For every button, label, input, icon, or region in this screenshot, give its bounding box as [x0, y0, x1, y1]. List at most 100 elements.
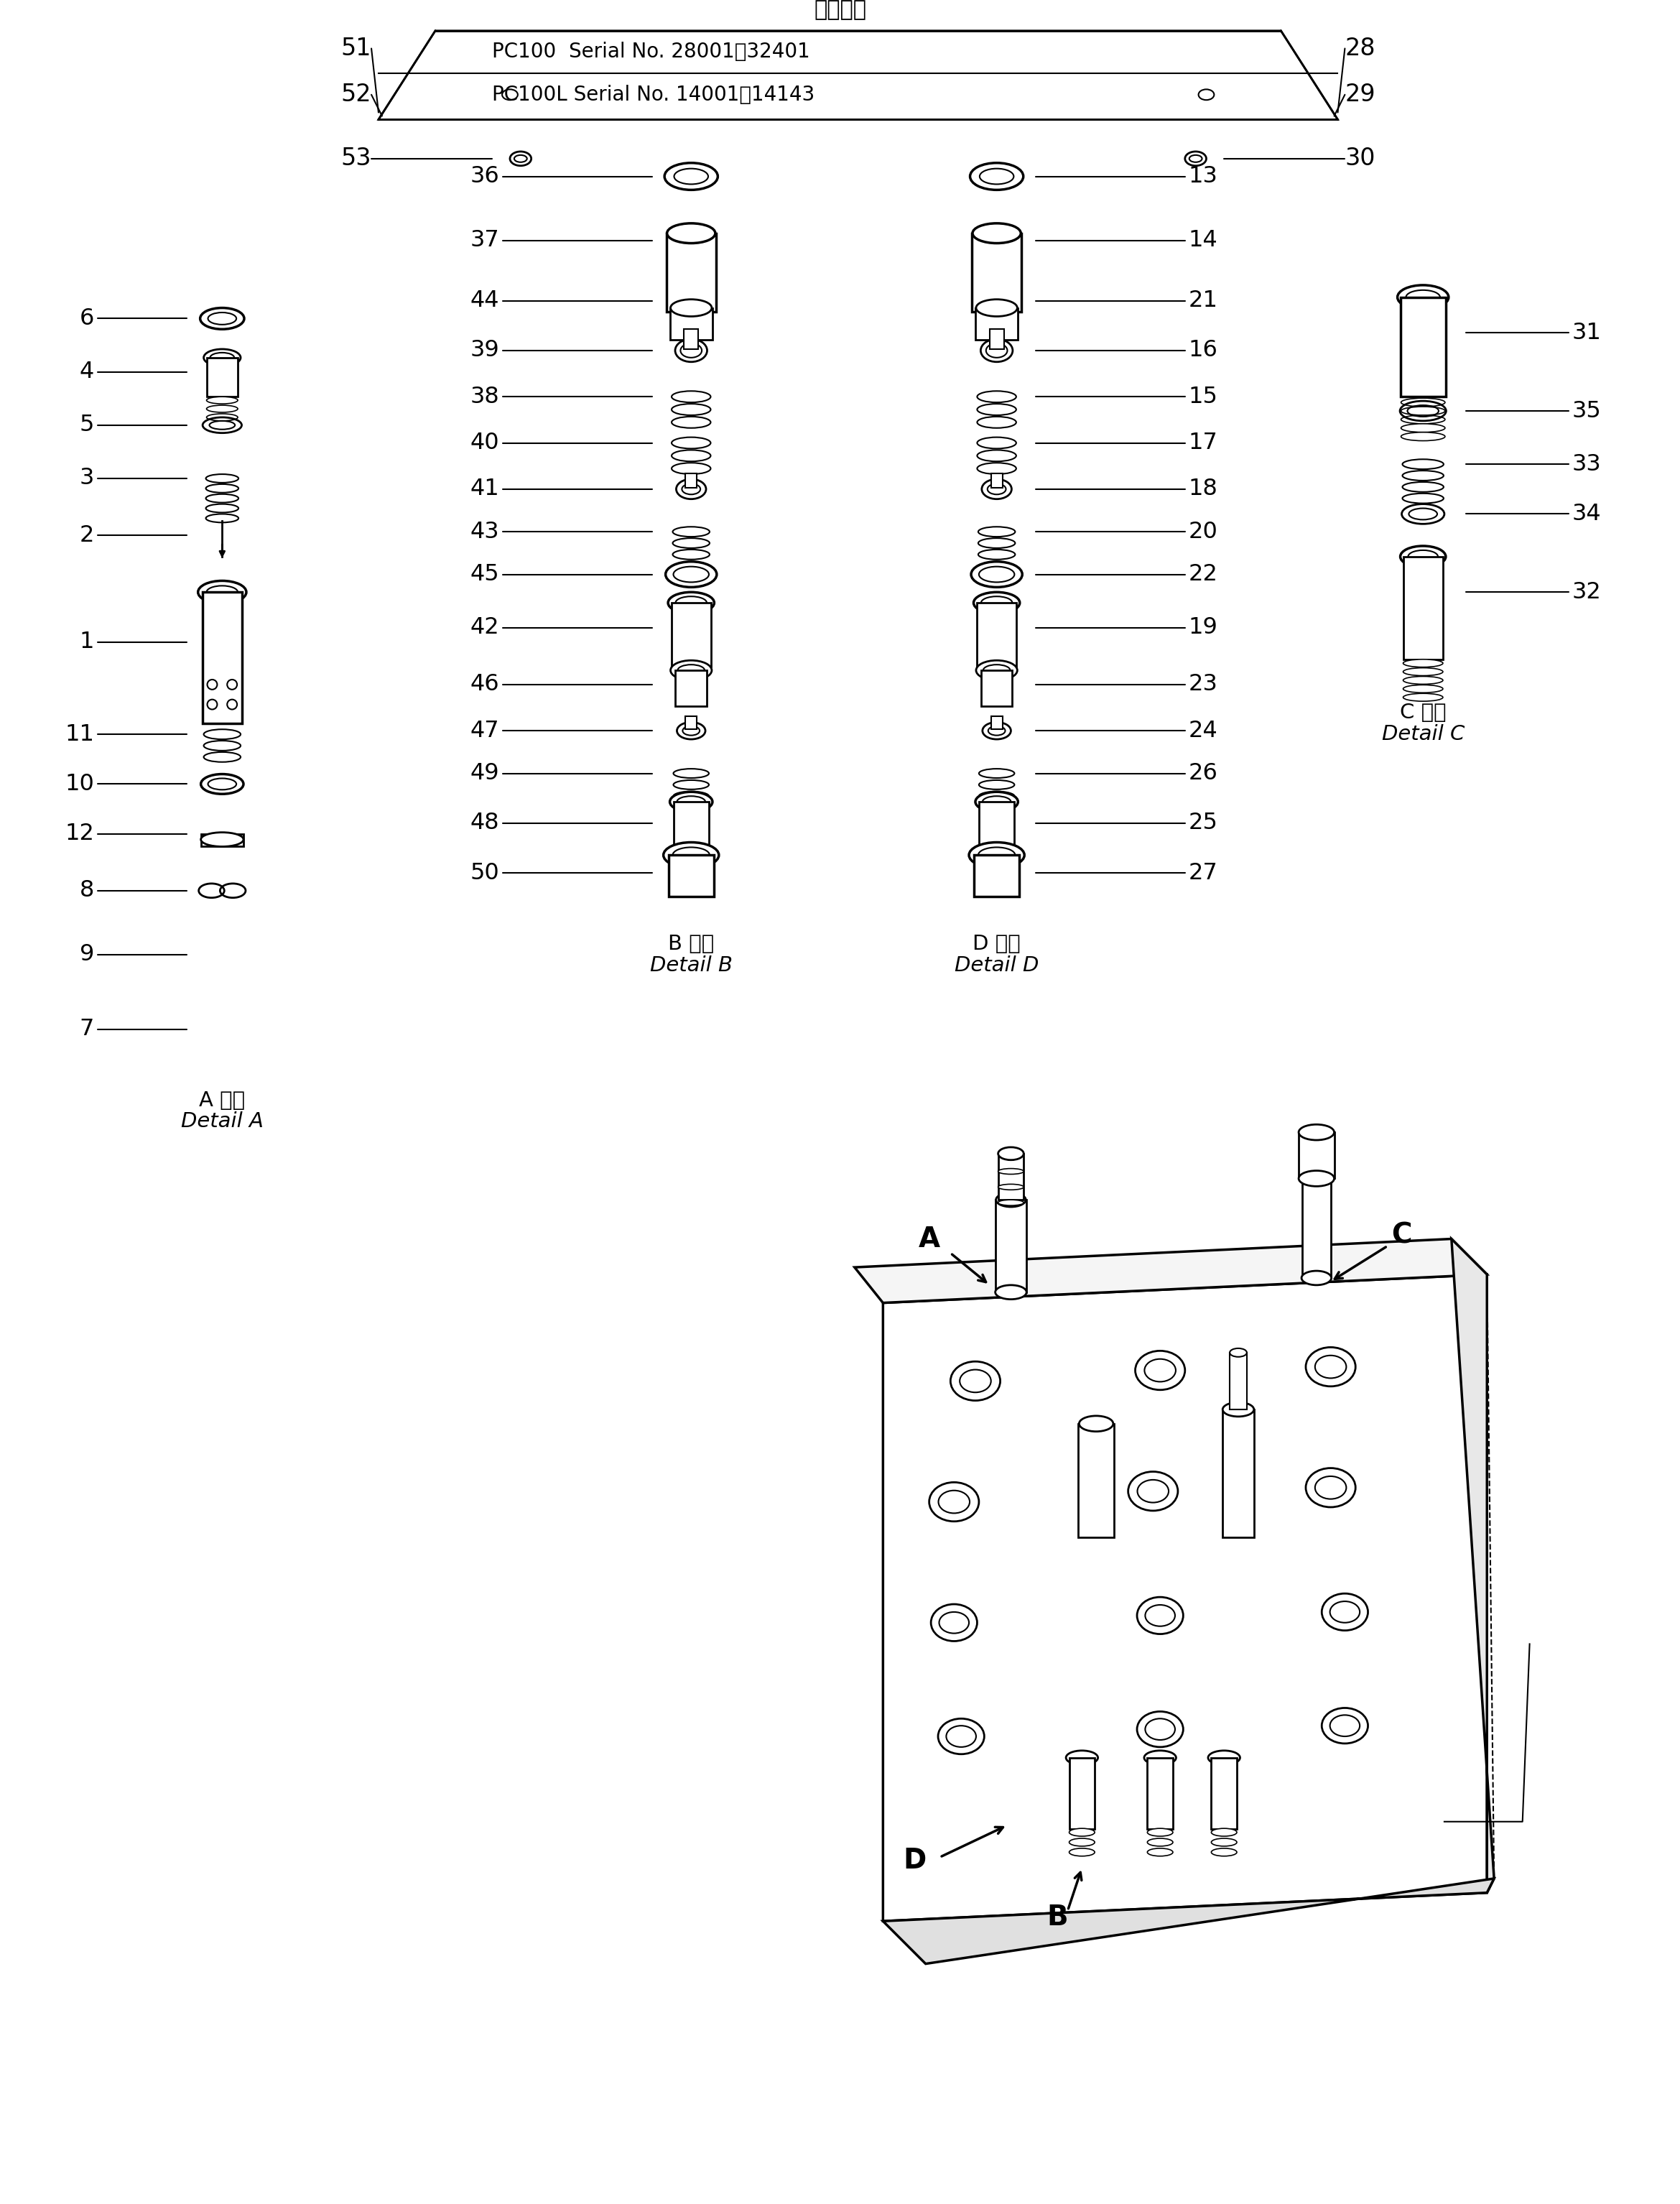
- Bar: [1223, 1408, 1253, 1538]
- Text: 38: 38: [470, 386, 499, 408]
- Text: 20: 20: [1188, 520, 1218, 542]
- Ellipse shape: [1401, 423, 1445, 432]
- Text: 16: 16: [1188, 339, 1218, 361]
- Ellipse shape: [1398, 284, 1448, 309]
- Ellipse shape: [672, 527, 709, 538]
- Ellipse shape: [1403, 694, 1443, 701]
- Ellipse shape: [998, 1168, 1023, 1175]
- Text: Detail A: Detail A: [181, 1111, 264, 1131]
- Bar: [1068, 1757, 1095, 1829]
- Ellipse shape: [1302, 1272, 1331, 1285]
- Ellipse shape: [979, 875, 1015, 882]
- Ellipse shape: [1401, 408, 1445, 414]
- Text: 33: 33: [1572, 454, 1601, 476]
- Text: A: A: [919, 1225, 941, 1252]
- Ellipse shape: [674, 780, 709, 789]
- Bar: [979, 802, 1015, 860]
- Text: 1: 1: [79, 630, 94, 652]
- Bar: [202, 833, 244, 846]
- Text: B: B: [1047, 1904, 1068, 1931]
- Text: 9: 9: [79, 943, 94, 965]
- Bar: [684, 328, 699, 348]
- Ellipse shape: [981, 339, 1013, 361]
- Text: Detail B: Detail B: [650, 954, 732, 976]
- Ellipse shape: [976, 661, 1018, 681]
- Ellipse shape: [1211, 1849, 1236, 1856]
- Text: 42: 42: [470, 617, 499, 639]
- Text: 32: 32: [1572, 582, 1601, 604]
- Circle shape: [207, 679, 217, 690]
- Ellipse shape: [979, 791, 1015, 800]
- Bar: [1230, 1353, 1247, 1408]
- Circle shape: [207, 699, 217, 710]
- Ellipse shape: [978, 450, 1016, 461]
- Ellipse shape: [207, 474, 239, 483]
- Ellipse shape: [203, 741, 240, 752]
- Bar: [1401, 298, 1446, 397]
- Text: 29: 29: [1346, 84, 1376, 106]
- Ellipse shape: [1079, 1415, 1114, 1430]
- Bar: [971, 234, 1021, 311]
- Text: 4: 4: [79, 361, 94, 383]
- Ellipse shape: [202, 833, 244, 846]
- Bar: [990, 328, 1003, 348]
- Bar: [991, 474, 1003, 487]
- Ellipse shape: [981, 478, 1011, 498]
- Ellipse shape: [207, 406, 239, 412]
- Text: 30: 30: [1346, 148, 1376, 170]
- Ellipse shape: [207, 505, 239, 514]
- Ellipse shape: [672, 403, 711, 414]
- Ellipse shape: [1403, 685, 1443, 692]
- Text: 2: 2: [79, 525, 94, 547]
- Text: 36: 36: [470, 165, 499, 187]
- Ellipse shape: [978, 527, 1015, 538]
- Text: 26: 26: [1188, 763, 1218, 785]
- Text: 25: 25: [1188, 811, 1218, 835]
- Ellipse shape: [978, 403, 1016, 414]
- Ellipse shape: [677, 478, 706, 498]
- Text: 15: 15: [1188, 386, 1218, 408]
- Text: 8: 8: [79, 879, 94, 901]
- Text: 45: 45: [470, 564, 499, 586]
- Bar: [669, 855, 714, 897]
- Text: 13: 13: [1188, 165, 1218, 187]
- Ellipse shape: [672, 417, 711, 428]
- Polygon shape: [1452, 1239, 1494, 1893]
- Ellipse shape: [674, 769, 709, 778]
- Ellipse shape: [203, 752, 240, 763]
- Text: D: D: [904, 1847, 927, 1873]
- Bar: [1299, 1133, 1334, 1179]
- Polygon shape: [884, 1274, 1487, 1922]
- Ellipse shape: [978, 390, 1016, 403]
- Text: Detail D: Detail D: [954, 954, 1038, 976]
- Bar: [667, 234, 716, 311]
- Ellipse shape: [674, 860, 709, 866]
- Ellipse shape: [670, 661, 712, 681]
- Ellipse shape: [1211, 1829, 1236, 1836]
- Ellipse shape: [998, 1148, 1023, 1159]
- Ellipse shape: [207, 397, 239, 403]
- Bar: [998, 1153, 1023, 1199]
- Ellipse shape: [674, 882, 709, 888]
- Bar: [991, 716, 1003, 730]
- Text: 34: 34: [1572, 503, 1601, 525]
- Text: 39: 39: [470, 339, 499, 361]
- Bar: [1147, 1757, 1173, 1829]
- Text: 51: 51: [341, 37, 371, 60]
- Bar: [672, 604, 711, 668]
- Ellipse shape: [1401, 547, 1446, 566]
- Text: 31: 31: [1572, 322, 1601, 344]
- Ellipse shape: [1403, 659, 1443, 668]
- Ellipse shape: [1403, 494, 1443, 503]
- Ellipse shape: [1401, 505, 1445, 525]
- Ellipse shape: [203, 348, 240, 366]
- Text: C: C: [1391, 1221, 1411, 1250]
- Ellipse shape: [1144, 1750, 1176, 1765]
- Ellipse shape: [1068, 1838, 1095, 1847]
- Ellipse shape: [1223, 1402, 1253, 1417]
- Ellipse shape: [1401, 399, 1445, 408]
- Ellipse shape: [200, 309, 244, 328]
- Ellipse shape: [979, 769, 1015, 778]
- Ellipse shape: [1401, 414, 1445, 423]
- Ellipse shape: [974, 593, 1020, 613]
